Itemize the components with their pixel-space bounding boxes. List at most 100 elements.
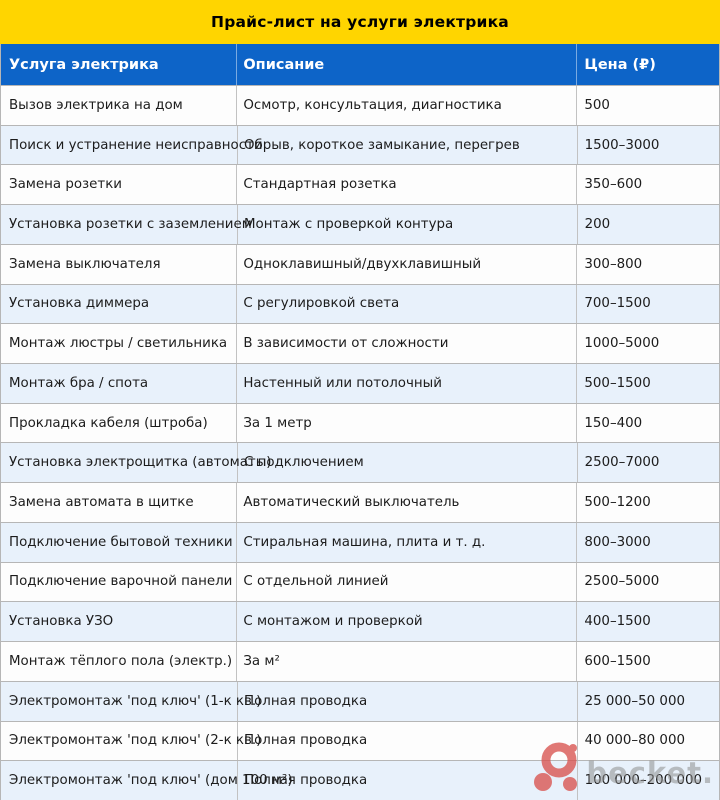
description-cell: Стандартная розетка	[237, 165, 578, 205]
service-description: Монтаж с проверкой контура	[244, 217, 454, 233]
service-description: За м²	[243, 653, 280, 669]
service-description: Одноклавишный/двухклавишный	[243, 256, 482, 272]
column-header-price: Цена (₽)	[577, 44, 719, 85]
table-row: Электромонтаж 'под ключ' (дом 100 м²) По…	[1, 760, 719, 800]
price-cell: 400–1500	[577, 602, 719, 641]
service-name: Замена автомата в щитке	[9, 495, 194, 511]
service-price: 500	[584, 97, 610, 113]
description-cell: Полная проводка	[238, 761, 578, 800]
service-cell: Установка розетки с заземлением	[1, 205, 252, 244]
description-cell: Полная проводка	[238, 721, 578, 761]
service-cell: Замена автомата в щитке	[1, 483, 238, 522]
table-row: Электромонтаж 'под ключ' (2-к кв.) Полна…	[1, 720, 719, 761]
service-name: Монтаж люстры / светильника	[9, 336, 228, 352]
table-row: Вызов электрика на дом Осмотр, консульта…	[1, 85, 719, 125]
price-cell: 150–400	[577, 404, 719, 443]
service-name: Установка УЗО	[9, 614, 114, 630]
price-cell: 500	[577, 86, 719, 125]
service-price: 700–1500	[584, 296, 651, 312]
price-cell: 25 000–50 000	[578, 682, 719, 721]
service-name: Прокладка кабеля (штроба)	[9, 415, 208, 431]
service-price: 150–400	[584, 415, 643, 431]
price-cell: 300–800	[577, 245, 719, 284]
price-cell: 500–1200	[577, 483, 719, 522]
service-description: С регулировкой света	[243, 296, 400, 312]
column-header-label: Цена (₽)	[584, 56, 656, 73]
service-cell: Электромонтаж 'под ключ' (2-к кв.)	[1, 721, 261, 761]
service-cell: Подключение бытовой техники	[1, 522, 238, 562]
description-cell: С монтажом и проверкой	[237, 602, 578, 642]
description-cell: Одноклавишный/двухклавишный	[237, 244, 578, 284]
service-cell: Монтаж люстры / светильника	[1, 324, 238, 364]
service-description: С подключением	[244, 455, 364, 471]
description-cell: Настенный или потолочный	[237, 364, 578, 403]
price-table-body: Вызов электрика на дом Осмотр, консульта…	[0, 85, 720, 800]
service-description: За 1 метр	[243, 415, 312, 431]
title-banner: Прайс-лист на услуги электрика	[0, 0, 720, 44]
table-row: Установка розетки с заземлением Монтаж с…	[1, 204, 719, 244]
service-name: Вызов электрика на дом	[9, 97, 183, 113]
description-cell: Автоматический выключатель	[237, 483, 578, 522]
table-row: Установка диммера С регулировкой света 7…	[1, 283, 719, 324]
service-price: 25 000–50 000	[584, 693, 685, 709]
price-cell: 500–1500	[577, 364, 719, 403]
service-cell: Установка УЗО	[1, 602, 238, 642]
service-price: 1500–3000	[584, 137, 660, 153]
service-name: Подключение варочной панели	[9, 574, 233, 590]
price-cell: 350–600	[577, 165, 719, 204]
service-cell: Прокладка кабеля (штроба)	[1, 403, 238, 443]
service-price: 100 000–200 000	[584, 773, 703, 789]
service-description: С отдельной линией	[243, 574, 389, 590]
price-cell: 1500–3000	[578, 126, 719, 165]
service-name: Электромонтаж 'под ключ' (1-к кв.)	[9, 693, 262, 709]
service-price: 350–600	[584, 177, 643, 193]
service-price: 2500–7000	[584, 455, 660, 471]
column-header-service: Услуга электрика	[1, 44, 238, 85]
service-cell: Установка диммера	[1, 284, 238, 324]
description-cell: Монтаж с проверкой контура	[238, 205, 578, 244]
table-row: Установка электрощитка (автоматы) С подк…	[1, 442, 719, 483]
service-name: Установка розетки с заземлением	[9, 217, 252, 233]
description-cell: Полная проводка	[238, 681, 578, 721]
service-description: Стандартная розетка	[243, 177, 397, 193]
description-cell: В зависимости от сложности	[237, 324, 578, 364]
table-row: Установка УЗО С монтажом и проверкой 400…	[1, 601, 719, 642]
service-name: Замена выключателя	[9, 256, 161, 272]
price-cell: 2500–7000	[578, 443, 719, 482]
service-description: Обрыв, короткое замыкание, перегрев	[244, 137, 520, 153]
service-name: Электромонтаж 'под ключ' (2-к кв.)	[9, 733, 262, 749]
description-cell: Обрыв, короткое замыкание, перегрев	[238, 125, 578, 165]
price-cell: 700–1500	[577, 285, 719, 324]
table-row: Замена автомата в щитке Автоматический в…	[1, 482, 719, 522]
price-cell: 600–1500	[577, 642, 719, 681]
service-cell: Установка электрощитка (автоматы)	[1, 443, 272, 483]
price-cell: 100 000–200 000	[578, 761, 719, 800]
service-name: Установка электрощитка (автоматы)	[9, 455, 272, 471]
service-cell: Подключение варочной панели	[1, 562, 238, 602]
service-cell: Электромонтаж 'под ключ' (дом 100 м²)	[1, 761, 293, 800]
table-row: Монтаж бра / спота Настенный или потолоч…	[1, 363, 719, 403]
price-cell: 2500–5000	[577, 563, 719, 602]
service-price: 600–1500	[584, 653, 651, 669]
service-name: Подключение бытовой техники	[9, 534, 233, 550]
description-cell: Осмотр, консультация, диагностика	[237, 86, 578, 125]
service-name: Монтаж тёплого пола (электр.)	[9, 653, 233, 669]
table-row: Подключение бытовой техники Стиральная м…	[1, 521, 719, 562]
price-cell: 200	[578, 205, 719, 244]
service-description: Полная проводка	[244, 733, 368, 749]
description-cell: С регулировкой света	[237, 284, 578, 324]
table-row: Монтаж люстры / светильника В зависимост…	[1, 323, 719, 364]
service-price: 200	[584, 217, 611, 233]
page-title: Прайс-лист на услуги электрика	[211, 13, 509, 31]
description-cell: Стиральная машина, плита и т. д.	[237, 522, 578, 562]
description-cell: С подключением	[238, 443, 578, 483]
table-row: Монтаж тёплого пола (электр.) За м² 600–…	[1, 641, 719, 681]
table-row: Замена розетки Стандартная розетка 350–6…	[1, 164, 719, 205]
service-description: Автоматический выключатель	[243, 495, 460, 511]
column-header-description: Описание	[237, 44, 578, 85]
service-description: С монтажом и проверкой	[243, 614, 423, 630]
service-cell: Монтаж бра / спота	[1, 364, 238, 403]
service-name: Поиск и устранение неисправности	[9, 137, 263, 153]
service-description: Осмотр, консультация, диагностика	[243, 97, 502, 113]
service-cell: Поиск и устранение неисправности	[1, 125, 263, 165]
